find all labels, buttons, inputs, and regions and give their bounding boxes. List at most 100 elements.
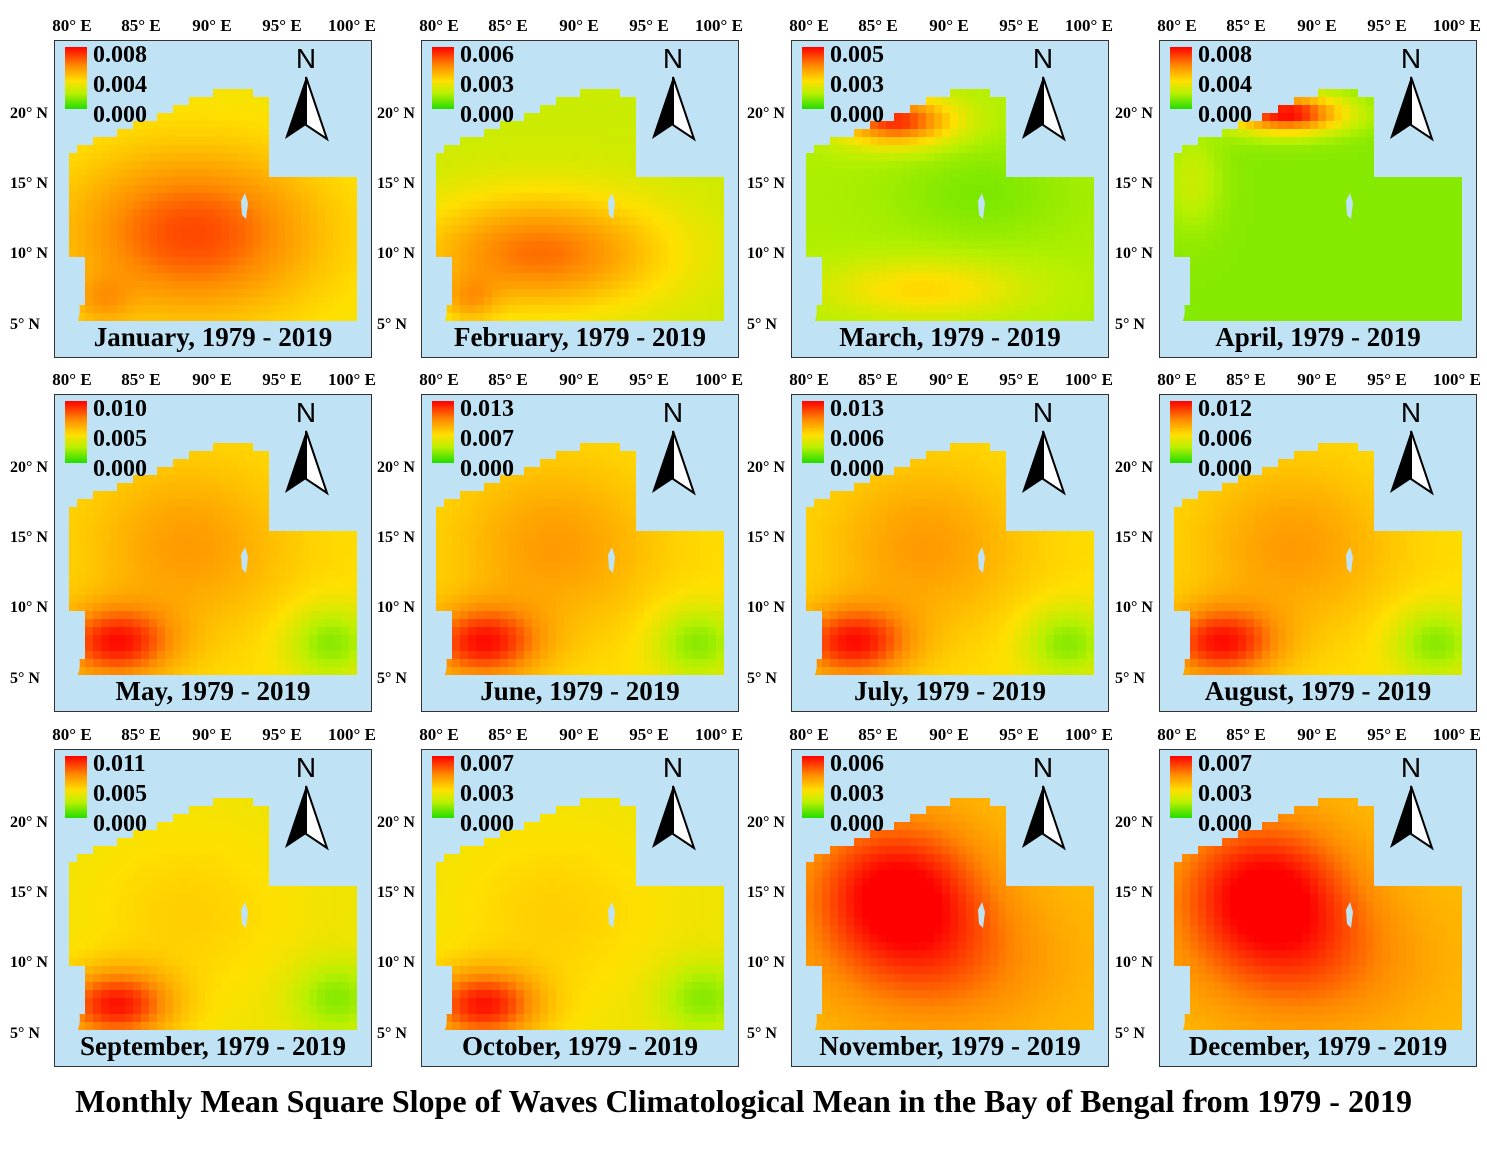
- north-label: N: [1400, 397, 1422, 428]
- legend-value: 0.000: [1198, 102, 1252, 128]
- longitude-axis: 80° E 85° E 90° E 95° E 100° E: [1113, 370, 1481, 390]
- longitude-axis: 80° E 85° E 90° E 95° E 100° E: [8, 725, 376, 745]
- map-frame: 0.012 0.006 0.000 N August, 1979 - 2019: [1159, 394, 1477, 712]
- longitude-axis: 80° E 85° E 90° E 95° E 100° E: [1113, 725, 1481, 745]
- map-panel: 80° E 85° E 90° E 95° E 100° E 20° N 15° N 10° …: [745, 16, 1113, 358]
- north-label: N: [295, 397, 317, 428]
- north-arrow-icon: N: [650, 399, 696, 499]
- legend-value: 0.006: [830, 751, 884, 777]
- heatmap: [422, 443, 724, 685]
- latitude-tick-label: 15° N: [747, 175, 785, 192]
- legend-value: 0.000: [93, 811, 147, 837]
- legend-value: 0.003: [830, 781, 884, 807]
- longitude-tick-label: 85° E: [488, 725, 528, 744]
- legend-color-bar: [802, 47, 824, 109]
- longitude-axis: 80° E 85° E 90° E 95° E 100° E: [745, 370, 1113, 390]
- latitude-tick-label: 15° N: [377, 529, 415, 546]
- latitude-tick-label: 20° N: [377, 814, 415, 831]
- longitude-tick-label: 100° E: [328, 16, 376, 35]
- map-title: January, 1979 - 2019: [93, 322, 333, 352]
- map-frame: 0.010 0.005 0.000 N May, 1979 - 2019: [54, 394, 372, 712]
- andaman-islands: [241, 902, 248, 928]
- heatmap: [792, 798, 1094, 1040]
- legend-value: 0.000: [93, 102, 147, 128]
- longitude-tick-label: 95° E: [262, 16, 302, 35]
- longitude-tick-label: 90° E: [559, 725, 599, 744]
- sri-lanka: [1160, 279, 1185, 331]
- latitude-tick-label: 10° N: [10, 954, 48, 971]
- latitude-tick-label: 15° N: [747, 529, 785, 546]
- map-title: October, 1979 - 2019: [462, 1031, 698, 1061]
- map-panel: 80° E 85° E 90° E 95° E 100° E 20° N 15° N 10° …: [8, 725, 376, 1067]
- longitude-tick-label: 80° E: [52, 725, 92, 744]
- longitude-tick-label: 90° E: [192, 370, 232, 389]
- heatmap-cells: [436, 443, 724, 675]
- longitude-tick-label: 100° E: [328, 370, 376, 389]
- latitude-tick-label: 20° N: [1115, 814, 1153, 831]
- latitude-tick-label: 15° N: [747, 884, 785, 901]
- longitude-tick-label: 95° E: [999, 725, 1039, 744]
- latitude-tick-label: 10° N: [1115, 245, 1153, 262]
- map-title: May, 1979 - 2019: [115, 676, 311, 706]
- sri-lanka: [792, 279, 817, 331]
- heatmap: [55, 798, 357, 1040]
- legend-color-bar: [802, 401, 824, 463]
- legend-color-bar: [65, 47, 87, 109]
- longitude-axis: 80° E 85° E 90° E 95° E 100° E: [745, 725, 1113, 745]
- latitude-tick-label: 10° N: [1115, 599, 1153, 616]
- andaman-islands: [608, 193, 615, 219]
- map-panel: 80° E 85° E 90° E 95° E 100° E 20° N 15° N 10° …: [8, 370, 376, 712]
- longitude-axis: 80° E 85° E 90° E 95° E 100° E: [375, 370, 743, 390]
- longitude-tick-label: 95° E: [629, 725, 669, 744]
- north-arrow-icon: N: [283, 45, 329, 145]
- legend-value: 0.004: [93, 72, 147, 98]
- north-arrow-icon: N: [1020, 45, 1066, 145]
- sri-lanka: [422, 633, 447, 685]
- heatmap-cells: [69, 89, 357, 321]
- latitude-tick-label: 20° N: [10, 105, 48, 122]
- latitude-tick-label: 10° N: [747, 599, 785, 616]
- longitude-axis: 80° E 85° E 90° E 95° E 100° E: [1113, 16, 1481, 36]
- legend-color-bar: [1170, 756, 1192, 818]
- sri-lanka: [792, 633, 817, 685]
- legend-color-bar: [65, 756, 87, 818]
- legend-value: 0.000: [830, 811, 884, 837]
- heatmap-cells: [436, 89, 724, 321]
- longitude-tick-label: 95° E: [999, 370, 1039, 389]
- latitude-tick-label: 15° N: [377, 175, 415, 192]
- map-title: November, 1979 - 2019: [819, 1031, 1081, 1061]
- latitude-tick-label: 20° N: [747, 459, 785, 476]
- map-panel: 80° E 85° E 90° E 95° E 100° E 20° N 15° N 10° …: [1113, 370, 1481, 712]
- longitude-tick-label: 80° E: [789, 16, 829, 35]
- legend-value: 0.005: [93, 781, 147, 807]
- longitude-axis: 80° E 85° E 90° E 95° E 100° E: [745, 16, 1113, 36]
- heatmap-cells: [806, 443, 1094, 675]
- longitude-tick-label: 100° E: [1065, 370, 1113, 389]
- legend-value: 0.003: [460, 72, 514, 98]
- longitude-tick-label: 100° E: [1433, 370, 1481, 389]
- map-frame: 0.013 0.007 0.000 N June, 1979 - 2019: [421, 394, 739, 712]
- north-arrow-icon: N: [1388, 399, 1434, 499]
- longitude-tick-label: 90° E: [1297, 725, 1337, 744]
- sri-lanka: [55, 633, 80, 685]
- north-label: N: [1032, 752, 1054, 783]
- longitude-tick-label: 95° E: [1367, 370, 1407, 389]
- latitude-tick-label: 15° N: [377, 884, 415, 901]
- latitude-tick-label: 10° N: [747, 954, 785, 971]
- longitude-tick-label: 85° E: [858, 16, 898, 35]
- heatmap-cells: [69, 798, 357, 1030]
- north-label: N: [662, 397, 684, 428]
- latitude-tick-label: 10° N: [377, 954, 415, 971]
- andaman-islands: [241, 547, 248, 573]
- longitude-tick-label: 85° E: [1226, 725, 1266, 744]
- longitude-tick-label: 95° E: [999, 16, 1039, 35]
- longitude-tick-label: 85° E: [121, 370, 161, 389]
- map-panel: 80° E 85° E 90° E 95° E 100° E 20° N 15° N 10° …: [1113, 725, 1481, 1067]
- longitude-tick-label: 100° E: [1433, 16, 1481, 35]
- longitude-tick-label: 85° E: [1226, 16, 1266, 35]
- longitude-tick-label: 95° E: [1367, 725, 1407, 744]
- map-panel: 80° E 85° E 90° E 95° E 100° E 20° N 15° N 10° …: [745, 370, 1113, 712]
- heatmap: [55, 89, 357, 331]
- latitude-tick-label: 5° N: [377, 1025, 407, 1042]
- longitude-tick-label: 80° E: [419, 370, 459, 389]
